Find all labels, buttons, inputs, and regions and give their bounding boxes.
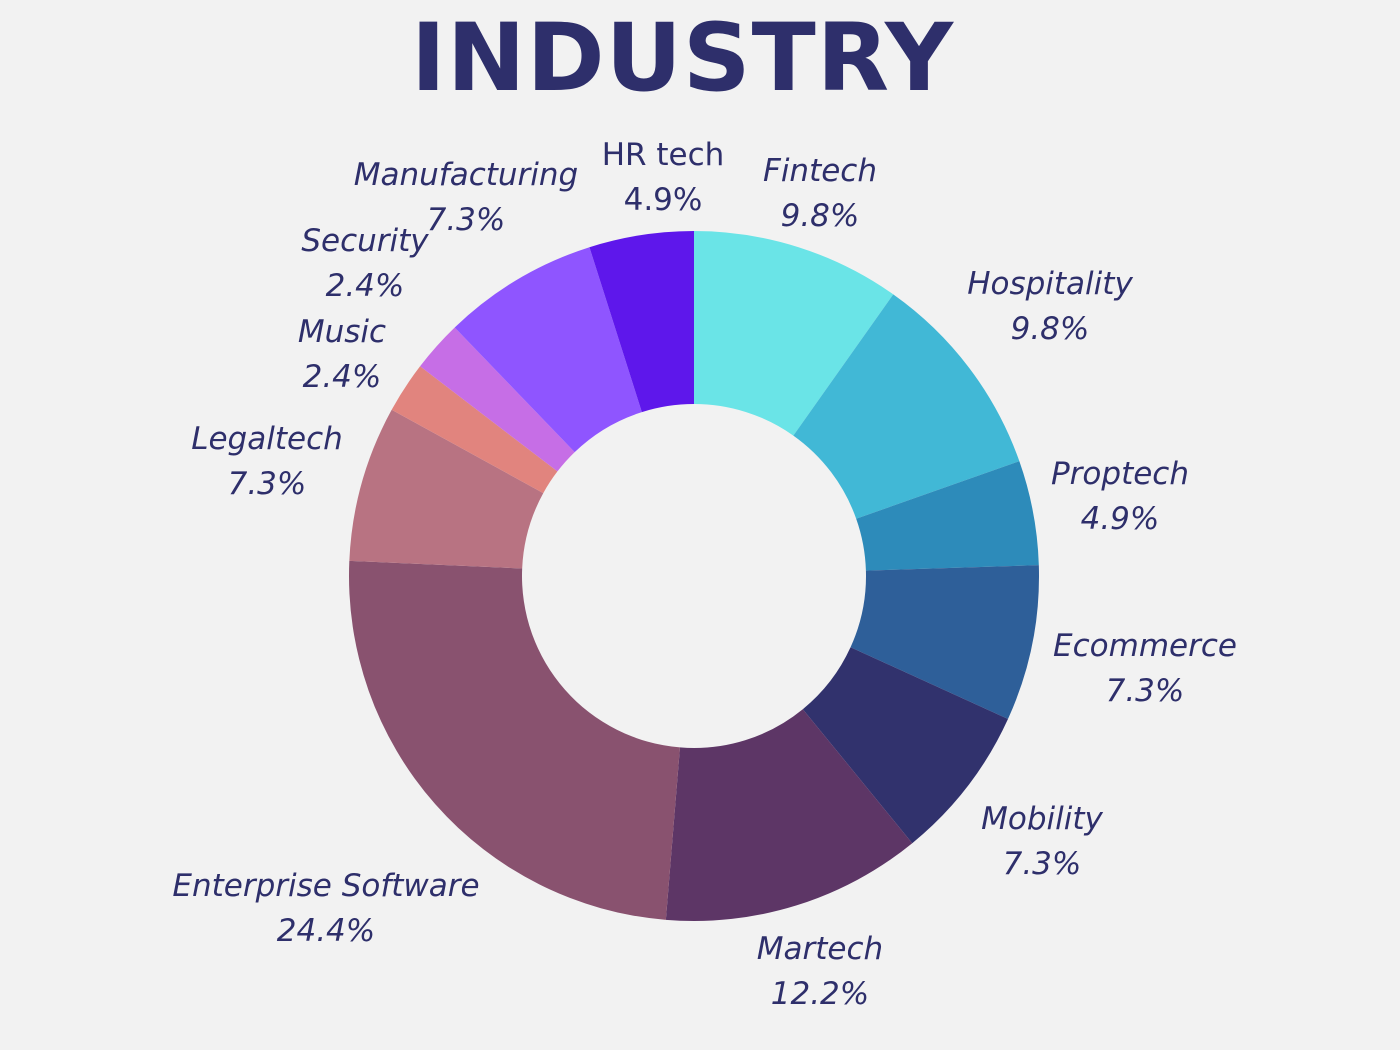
slice-music [391, 366, 558, 494]
slice-enterprise-software [349, 560, 680, 920]
slice-value-hr-tech: 4.9% [624, 182, 703, 218]
slice-value-hospitality: 9.8% [1011, 311, 1090, 347]
slice-ecommerce [850, 565, 1039, 719]
slice-label-proptech: Proptech [1051, 456, 1189, 492]
slice-label-manufacturing: Manufacturing [354, 157, 578, 193]
slice-label-ecommerce: Ecommerce [1053, 628, 1237, 664]
slice-value-proptech: 4.9% [1081, 501, 1160, 537]
slice-value-security: 2.4% [326, 268, 405, 304]
slice-mobility [802, 647, 1008, 844]
slice-label-fintech: Fintech [763, 153, 877, 189]
slice-hr-tech [589, 231, 694, 413]
slice-label-enterprise-software: Enterprise Software [172, 868, 479, 904]
slice-label-legaltech: Legaltech [191, 421, 343, 457]
slice-security [420, 327, 575, 472]
slice-fintech [694, 231, 894, 436]
slice-proptech [856, 461, 1039, 571]
slice-label-mobility: Mobility [981, 801, 1103, 837]
slice-value-mobility: 7.3% [1003, 846, 1082, 882]
slice-label-hr-tech: HR tech [602, 137, 725, 173]
chart-title: INDUSTRY [410, 4, 955, 113]
slice-value-manufacturing: 7.3% [427, 202, 506, 238]
slice-label-martech: Martech [757, 931, 883, 967]
slice-legaltech [349, 409, 544, 569]
slice-value-legaltech: 7.3% [228, 466, 307, 502]
slice-value-martech: 12.2% [771, 976, 869, 1012]
slice-label-music: Music [298, 314, 386, 350]
slice-value-ecommerce: 7.3% [1106, 673, 1185, 709]
slice-manufacturing [454, 247, 642, 453]
slice-value-fintech: 9.8% [781, 198, 860, 234]
slice-label-hospitality: Hospitality [967, 266, 1133, 302]
slices-layer [349, 231, 1039, 921]
slice-label-security: Security [301, 223, 429, 259]
slice-value-music: 2.4% [303, 359, 382, 395]
labels-layer: Fintech 9.8% Hospitality 9.8% Proptech 4.9% Ec… [172, 137, 1237, 1012]
slice-value-enterprise-software: 24.4% [277, 913, 375, 949]
slice-hospitality [793, 294, 1020, 519]
slice-martech [665, 709, 913, 921]
